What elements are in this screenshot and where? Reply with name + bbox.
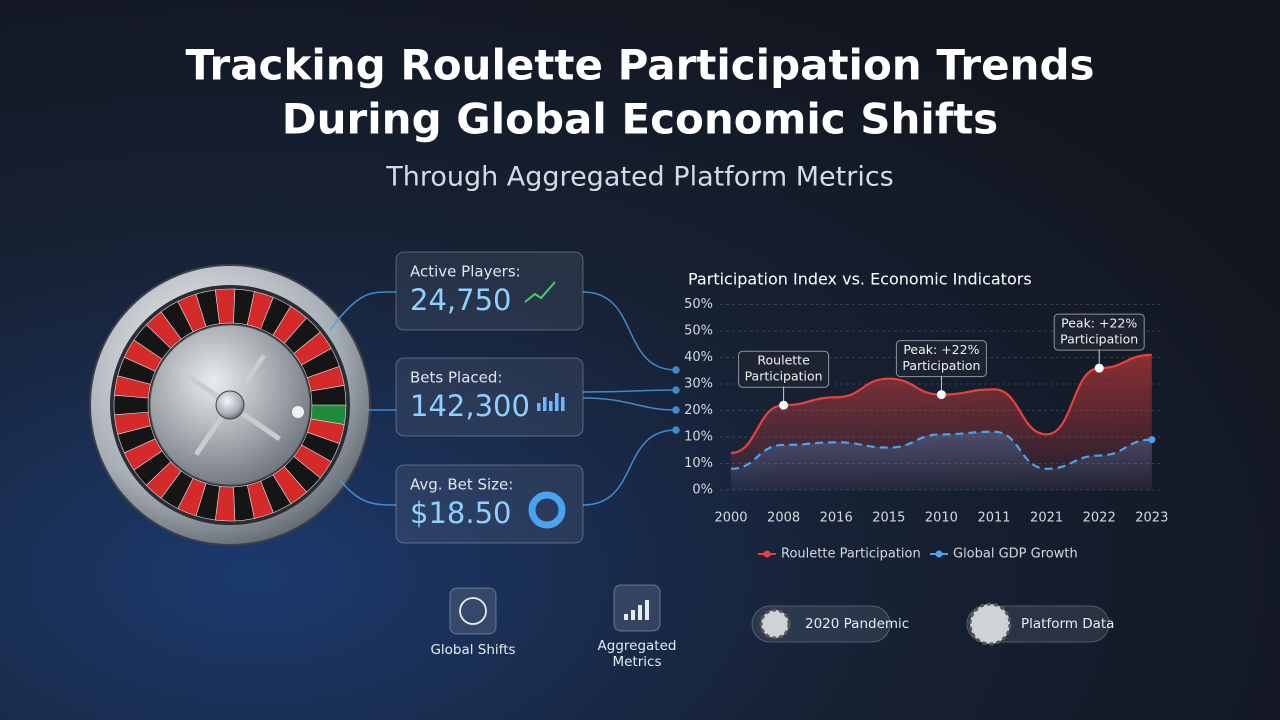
footer-label: Aggregated — [598, 638, 677, 654]
connectors — [329, 291, 680, 506]
metric-label: Active Players: — [410, 263, 521, 281]
subtitle: Through Aggregated Platform Metrics — [385, 162, 894, 193]
x-tick-label: 2022 — [1083, 511, 1116, 526]
annotation-text: Roulette — [757, 353, 810, 368]
roulette-wheel — [89, 264, 371, 546]
x-tick-label: 2000 — [714, 511, 747, 526]
x-tick-label: 2023 — [1135, 511, 1168, 526]
chip-icon — [759, 608, 791, 640]
y-tick-label: 20% — [684, 403, 713, 418]
y-tick-label: 50% — [684, 297, 713, 312]
bars-icon — [549, 401, 553, 411]
area — [731, 431, 1152, 490]
x-tick-label: 2011 — [977, 511, 1010, 526]
metric-label: Bets Placed: — [410, 369, 502, 387]
footer-label: Platform Data — [1021, 616, 1114, 632]
y-tick-label: 50% — [684, 324, 713, 339]
annotation-box — [738, 350, 830, 388]
x-tick-label: 2021 — [1030, 511, 1063, 526]
chart-title: Participation Index vs. Economic Indicat… — [688, 270, 1032, 289]
wheel-pocket — [113, 394, 149, 416]
bars-icon — [624, 614, 628, 620]
annotation-box — [1053, 313, 1145, 351]
x-tick-label: 2016 — [820, 511, 853, 526]
annotation-text: Peak: +22% — [1061, 316, 1137, 331]
title-line: Tracking Roulette Participation Trends — [185, 41, 1094, 90]
legend-label: Global GDP Growth — [953, 547, 1078, 562]
bars-icon — [631, 610, 635, 620]
footer-label: 2020 Pandemic — [805, 616, 909, 632]
annotation-dot — [1094, 363, 1104, 373]
line — [730, 430, 1152, 470]
metric-value: 24,750 — [410, 283, 511, 317]
y-tick-label: 10% — [684, 456, 713, 471]
annotation-box — [895, 340, 987, 378]
chip-icon — [968, 602, 1012, 646]
y-tick-label: 40% — [684, 350, 713, 365]
metric-card — [395, 251, 584, 331]
y-tick-label: 10% — [684, 430, 713, 445]
x-tick-label: 2008 — [767, 511, 800, 526]
annotation-text: Participation — [902, 358, 980, 373]
trend-icon — [524, 281, 556, 303]
donut-icon — [528, 491, 566, 529]
metric-label: Avg. Bet Size: — [410, 476, 513, 494]
end-dot — [1148, 436, 1156, 444]
footer-label: Metrics — [612, 654, 661, 670]
bars-icon — [638, 605, 642, 620]
annotation-text: Peak: +22% — [903, 342, 979, 357]
wheel-hub — [215, 390, 245, 420]
legend-dot — [763, 550, 771, 558]
chart: Participation Index vs. Economic Indicat… — [684, 270, 1168, 562]
x-tick-label: 2015 — [872, 511, 905, 526]
y-tick-label: 30% — [684, 377, 713, 392]
metric-value: 142,300 — [410, 389, 530, 423]
footer-icon — [449, 587, 497, 635]
title-line: During Global Economic Shifts — [282, 95, 998, 144]
annotation-text: Participation — [745, 369, 823, 384]
y-tick-label: 0% — [692, 483, 713, 498]
footer-label: Global Shifts — [430, 642, 515, 658]
legend-label: Roulette Participation — [781, 547, 921, 562]
metric-value: $18.50 — [410, 496, 511, 530]
globe-icon — [459, 597, 487, 625]
wheel-ball — [292, 406, 304, 418]
wheel-pocket — [310, 385, 347, 406]
bars-icon — [555, 393, 559, 411]
bars-icon — [561, 397, 565, 411]
legend-dot — [935, 550, 943, 558]
bars-icon — [543, 397, 547, 411]
annotation-text: Participation — [1060, 332, 1138, 347]
bars-icon — [537, 403, 541, 411]
bars-icon — [645, 600, 649, 620]
annotation-dot — [779, 400, 789, 410]
metric-cards: Active Players: 24,750 Bets Placed: 142,300… — [395, 251, 584, 544]
footer-icon — [613, 584, 661, 632]
annotation-dot — [936, 390, 946, 400]
title-block: Tracking Roulette Participation Trends D… — [185, 41, 1094, 193]
metric-card — [395, 357, 584, 437]
x-tick-label: 2010 — [925, 511, 958, 526]
